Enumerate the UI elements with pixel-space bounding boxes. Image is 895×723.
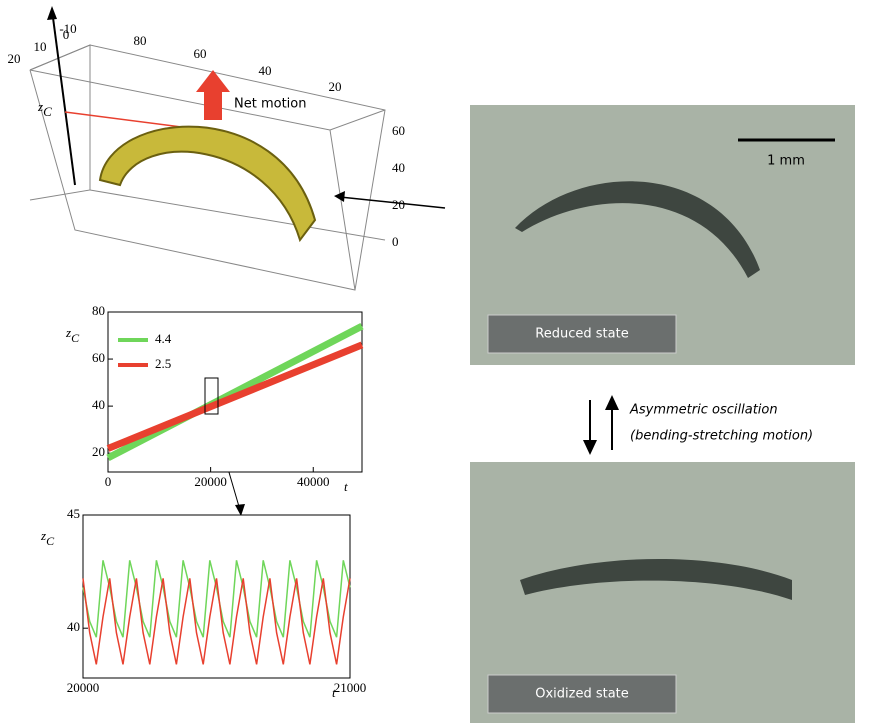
y-label-sub: C xyxy=(46,534,55,548)
tick-3d: 20 xyxy=(329,79,342,94)
y-label: zC xyxy=(65,325,80,345)
tick-3d: 60 xyxy=(392,123,405,138)
y-tick-label: 40 xyxy=(67,619,80,634)
tick-3d: 20 xyxy=(392,197,405,212)
plot-frame xyxy=(83,515,350,678)
figure: Net motion zC 1 mm Reduced state Oxidize… xyxy=(0,0,895,723)
tick-3d: 80 xyxy=(134,33,147,48)
tick-3d: 20 xyxy=(8,51,21,66)
y-tick-label: 40 xyxy=(92,397,105,412)
tick-3d: 40 xyxy=(259,63,272,78)
motion-label: Net motion xyxy=(234,97,306,112)
motion-arrow xyxy=(204,90,222,120)
y-tick-label: 60 xyxy=(92,350,105,365)
tick-3d: 0 xyxy=(392,234,399,249)
y-tick-label: 45 xyxy=(67,506,80,521)
x-tick-label: 21000 xyxy=(334,680,367,695)
motion-arrow-head xyxy=(196,70,230,92)
axis-label: zC xyxy=(37,99,52,119)
y-label: zC xyxy=(40,528,55,548)
legend-label: 4.4 xyxy=(155,331,172,346)
axis-label-sub: C xyxy=(43,104,52,119)
x-tick-label: 40000 xyxy=(297,474,330,489)
oscillation-label: (bending-stretching motion) xyxy=(630,429,813,444)
tick-3d: 10 xyxy=(34,39,47,54)
tick-3d: 60 xyxy=(194,46,207,61)
x-label: t xyxy=(332,685,336,700)
x-tick-label: 0 xyxy=(105,474,112,489)
x-tick-label: 20000 xyxy=(67,680,100,695)
zoom-head xyxy=(235,504,245,516)
legend-label: 2.5 xyxy=(155,356,171,371)
x-label: t xyxy=(344,479,348,494)
up-head xyxy=(605,395,619,410)
state-label: Oxidized state xyxy=(535,687,629,702)
oscillation-label: Asymmetric oscillation xyxy=(629,403,778,418)
arrow-head xyxy=(47,6,57,20)
state-label: Reduced state xyxy=(535,327,628,342)
tick-3d: 40 xyxy=(392,160,405,175)
tick-3d: 0 xyxy=(63,27,70,42)
y-tick-label: 20 xyxy=(92,444,105,459)
y-tick-label: 80 xyxy=(92,303,105,318)
scale-label: 1 mm xyxy=(767,154,805,169)
y-label-sub: C xyxy=(71,331,80,345)
down-head xyxy=(583,440,597,455)
x-tick-label: 20000 xyxy=(194,474,227,489)
